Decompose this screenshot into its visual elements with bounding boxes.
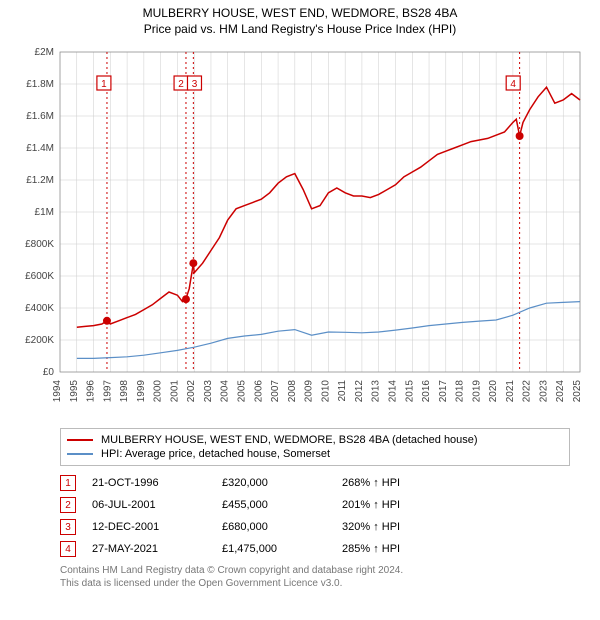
legend-label-hpi: HPI: Average price, detached house, Some…: [101, 448, 330, 460]
svg-text:£1.6M: £1.6M: [26, 111, 54, 122]
svg-text:2015: 2015: [404, 380, 415, 403]
transaction-hpi: 268% ↑ HPI: [342, 477, 482, 489]
svg-text:2001: 2001: [169, 380, 180, 403]
svg-text:1996: 1996: [86, 380, 97, 403]
transaction-hpi: 320% ↑ HPI: [342, 521, 482, 533]
transaction-date: 06-JUL-2001: [92, 499, 222, 511]
svg-text:1: 1: [101, 79, 107, 90]
legend-swatch-property: [67, 439, 93, 441]
transaction-hpi: 201% ↑ HPI: [342, 499, 482, 511]
transaction-date: 27-MAY-2021: [92, 543, 222, 555]
transaction-date: 12-DEC-2001: [92, 521, 222, 533]
svg-text:2019: 2019: [471, 380, 482, 403]
svg-text:£800K: £800K: [25, 239, 54, 250]
svg-text:2025: 2025: [572, 380, 583, 403]
transaction-badge: 2: [60, 497, 76, 513]
svg-text:£1.8M: £1.8M: [26, 79, 54, 90]
transaction-row: 1 21-OCT-1996£320,000268% ↑ HPI: [60, 472, 570, 494]
chart-plot-area: £0 £200K £400K £600K £800K £1M £1.2M £1.4M £1.6M…: [10, 42, 590, 422]
svg-text:2000: 2000: [153, 380, 164, 403]
svg-text:1995: 1995: [69, 380, 80, 403]
chart-svg: £0 £200K £400K £600K £800K £1M £1.2M £1.4M £1.6M…: [10, 42, 590, 422]
transaction-badge: 4: [60, 541, 76, 557]
svg-text:2005: 2005: [237, 380, 248, 403]
svg-text:2014: 2014: [387, 380, 398, 403]
chart-title-line2: Price paid vs. HM Land Registry's House …: [10, 22, 590, 36]
svg-text:£1.4M: £1.4M: [26, 143, 54, 154]
svg-text:2021: 2021: [505, 380, 516, 403]
transaction-price: £320,000: [222, 477, 342, 489]
svg-text:£600K: £600K: [25, 271, 54, 282]
legend-swatch-hpi: [67, 453, 93, 455]
footer-line-1: Contains HM Land Registry data © Crown c…: [60, 564, 570, 577]
svg-text:£0: £0: [43, 367, 55, 378]
transaction-row: 2 06-JUL-2001£455,000201% ↑ HPI: [60, 494, 570, 516]
svg-text:2006: 2006: [253, 380, 264, 403]
svg-text:2024: 2024: [555, 380, 566, 403]
svg-text:2003: 2003: [203, 380, 214, 403]
svg-text:2008: 2008: [287, 380, 298, 403]
transaction-row: 3 12-DEC-2001£680,000320% ↑ HPI: [60, 516, 570, 538]
legend-row-property: MULBERRY HOUSE, WEST END, WEDMORE, BS28 …: [67, 433, 563, 447]
svg-text:3: 3: [192, 79, 198, 90]
svg-text:1998: 1998: [119, 380, 130, 403]
transaction-hpi: 285% ↑ HPI: [342, 543, 482, 555]
transaction-price: £1,475,000: [222, 543, 342, 555]
svg-text:£200K: £200K: [25, 335, 54, 346]
svg-text:2010: 2010: [320, 380, 331, 403]
svg-text:2016: 2016: [421, 380, 432, 403]
svg-text:2017: 2017: [438, 380, 449, 403]
svg-text:1999: 1999: [136, 380, 147, 403]
transactions-table: 1 21-OCT-1996£320,000268% ↑ HPI 2 06-JUL-20…: [60, 472, 570, 560]
svg-text:2004: 2004: [220, 380, 231, 403]
transaction-badge: 1: [60, 475, 76, 491]
svg-text:£1M: £1M: [35, 207, 54, 218]
svg-text:1997: 1997: [102, 380, 113, 403]
svg-text:2013: 2013: [371, 380, 382, 403]
svg-text:2012: 2012: [354, 380, 365, 403]
transaction-price: £455,000: [222, 499, 342, 511]
svg-text:2020: 2020: [488, 380, 499, 403]
transaction-price: £680,000: [222, 521, 342, 533]
svg-text:£400K: £400K: [25, 303, 54, 314]
legend-row-hpi: HPI: Average price, detached house, Some…: [67, 447, 563, 461]
chart-container: MULBERRY HOUSE, WEST END, WEDMORE, BS28 …: [0, 0, 600, 594]
transaction-date: 21-OCT-1996: [92, 477, 222, 489]
svg-text:2002: 2002: [186, 380, 197, 403]
transaction-badge: 3: [60, 519, 76, 535]
transaction-row: 4 27-MAY-2021£1,475,000285% ↑ HPI: [60, 538, 570, 560]
chart-title-line1: MULBERRY HOUSE, WEST END, WEDMORE, BS28 …: [10, 6, 590, 20]
svg-text:2011: 2011: [337, 380, 348, 402]
svg-text:1994: 1994: [52, 380, 63, 403]
svg-text:2009: 2009: [304, 380, 315, 403]
footer-line-2: This data is licensed under the Open Gov…: [60, 577, 570, 590]
svg-text:2018: 2018: [455, 380, 466, 403]
svg-text:2022: 2022: [522, 380, 533, 403]
svg-text:£1.2M: £1.2M: [26, 175, 54, 186]
legend-box: MULBERRY HOUSE, WEST END, WEDMORE, BS28 …: [60, 428, 570, 466]
svg-text:2023: 2023: [538, 380, 549, 403]
legend-label-property: MULBERRY HOUSE, WEST END, WEDMORE, BS28 …: [101, 434, 478, 446]
svg-text:£2M: £2M: [35, 47, 54, 58]
svg-text:2007: 2007: [270, 380, 281, 403]
svg-text:4: 4: [510, 79, 516, 90]
attribution-footer: Contains HM Land Registry data © Crown c…: [60, 564, 570, 590]
svg-text:2: 2: [178, 79, 184, 90]
